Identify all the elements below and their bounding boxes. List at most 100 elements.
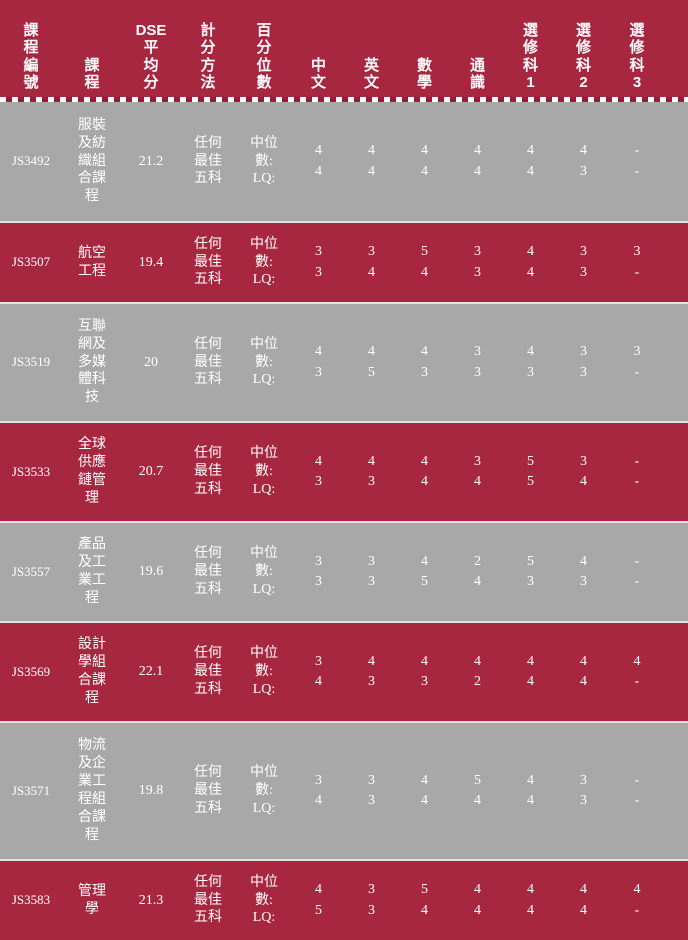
- percentile-label-line: 數:: [255, 783, 273, 799]
- score-value: 4: [421, 143, 428, 159]
- percentile-label-line: 數:: [255, 153, 273, 169]
- cell-score-elective-3-lines: 3-: [610, 242, 664, 283]
- score-value: 3: [368, 574, 375, 589]
- cell-course-code: JS3507: [0, 254, 62, 270]
- course-name-line: 程: [85, 827, 99, 843]
- percentile-label-line: LQ:: [252, 910, 276, 926]
- score-value: 4: [368, 344, 375, 360]
- score-value: 3: [368, 474, 375, 489]
- cell-course-name: 互聯 網及 多媒 體科技: [62, 318, 122, 408]
- course-code-text: JS3507: [11, 254, 51, 270]
- score-value: 5: [368, 364, 375, 380]
- column-header-chinese: 中文: [292, 57, 345, 94]
- course-name-line: 業工: [78, 573, 106, 588]
- score-value: -: [634, 793, 640, 808]
- score-value: 4: [527, 882, 534, 898]
- cell-percentile-label-lines: 中位 數: LQ:: [236, 545, 292, 599]
- score-value: 5: [527, 474, 534, 489]
- scoring-method-line: 任何: [194, 546, 222, 562]
- column-header-percentile: 百分位數: [236, 22, 292, 94]
- cell-dse-average-lines: 21.2: [122, 153, 180, 171]
- cell-course-name: 管理學: [62, 883, 122, 919]
- score-value: 4: [474, 882, 481, 898]
- score-value: 5: [421, 882, 428, 898]
- table-body: JS3492 服裝 及紡 織組 合課程 21.2 任何 最佳 五科 中位 數: LQ: 4 4 4 4 4 4 4 4…: [0, 102, 688, 940]
- course-name-line: 物流: [78, 738, 106, 754]
- cell-dse-average: 20.7: [122, 463, 180, 481]
- score-value: 4: [368, 264, 375, 280]
- course-name-line: 程: [85, 690, 99, 706]
- cell-dse-average-lines: 19.4: [122, 254, 180, 272]
- percentile-label-line: 中位: [250, 646, 278, 662]
- cell-percentile-label: 中位 數: LQ:: [236, 545, 292, 599]
- cell-course-name: 航空 工程: [62, 245, 122, 281]
- cell-scoring-method: 任何 最佳 五科: [180, 874, 236, 928]
- score-value: 4: [315, 163, 322, 179]
- score-value: 4: [527, 264, 534, 280]
- course-code-text: JS3519: [11, 354, 51, 370]
- scoring-method-line: 五科: [194, 581, 222, 597]
- score-value: 4: [421, 902, 428, 918]
- course-name-line: 合課: [78, 673, 106, 688]
- dse-average-text: 19.4: [138, 254, 164, 270]
- table-header-row: 課程編號 課程 DSE 平均分 計分方法 百分位數 中文 英文 數學 通識 選修科…: [0, 0, 688, 102]
- cell-scoring-method: 任何 最佳 五科: [180, 336, 236, 390]
- score-value: 4: [421, 453, 428, 469]
- cell-course-name: 全球 供應 鏈管理: [62, 436, 122, 508]
- header-line: 修: [575, 39, 591, 57]
- cell-course-name-lines: 服裝 及紡 織組 合課程: [62, 117, 122, 207]
- score-value: 3: [315, 772, 322, 788]
- course-name-line: 合課: [78, 809, 106, 825]
- cell-course-name-lines: 航空 工程: [62, 245, 122, 281]
- cell-score-elective-3-lines: --: [610, 552, 664, 593]
- cell-dse-average: 19.4: [122, 254, 180, 272]
- course-code-text: JS3583: [11, 892, 51, 908]
- percentile-label-line: LQ:: [252, 581, 276, 597]
- cell-dse-average-lines: 19.8: [122, 782, 180, 800]
- percentile-label-line: 中位: [250, 765, 278, 781]
- cell-score-elective-3: 3-: [610, 342, 664, 383]
- cell-percentile-label-lines: 中位 數: LQ:: [236, 336, 292, 390]
- header-line: DSE: [135, 21, 167, 39]
- header-line: 科: [575, 56, 591, 74]
- score-value: -: [634, 553, 640, 569]
- course-name-line: 體科: [78, 372, 106, 388]
- percentile-label-line: LQ:: [252, 481, 276, 497]
- scoring-method-line: 最佳: [194, 664, 222, 680]
- cell-percentile-label: 中位 數: LQ:: [236, 764, 292, 818]
- score-value: 5: [421, 574, 428, 589]
- header-line: 百: [256, 21, 272, 39]
- course-name-line: 供應: [78, 455, 106, 471]
- cell-course-code: JS3571: [0, 783, 62, 799]
- cell-course-name-lines: 產品 及工 業工程: [62, 536, 122, 608]
- cell-score-elective-3: --: [610, 771, 664, 812]
- header-line: 方: [200, 56, 216, 74]
- course-name-line: 業工: [78, 774, 106, 790]
- cell-percentile-label: 中位 數: LQ:: [236, 874, 292, 928]
- scoring-method-line: 最佳: [194, 892, 222, 908]
